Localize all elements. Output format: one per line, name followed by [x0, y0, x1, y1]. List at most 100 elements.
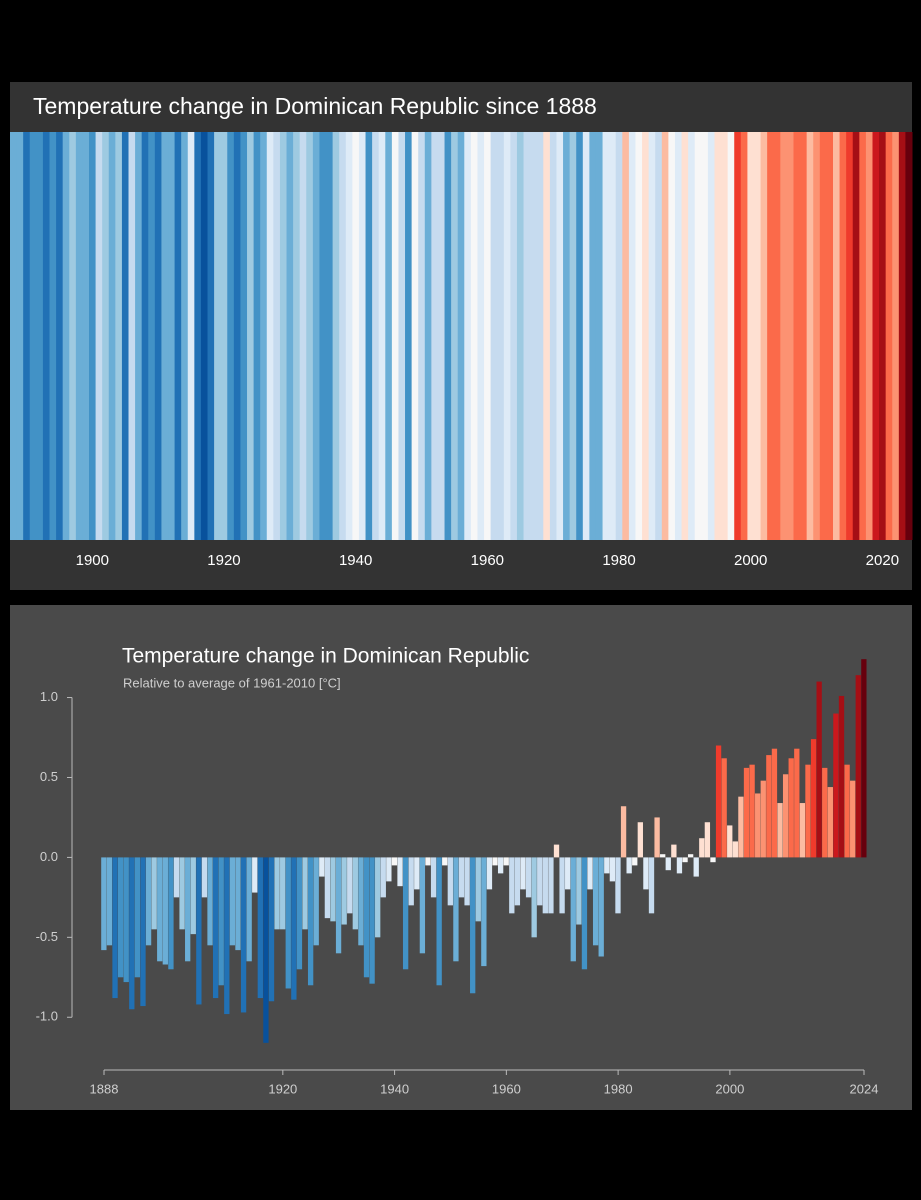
- stripe: [62, 132, 70, 540]
- stripe: [82, 132, 90, 540]
- bar: [196, 857, 202, 1005]
- bar: [827, 787, 833, 858]
- bar: [296, 857, 303, 970]
- bar: [643, 857, 649, 890]
- x-tick-label: 1920: [268, 1081, 297, 1096]
- stripe: [839, 132, 847, 540]
- stripe: [358, 132, 367, 540]
- stripe: [563, 132, 571, 540]
- bar: [492, 857, 498, 866]
- x-tick-label: 2000: [734, 552, 767, 569]
- bar: [347, 857, 353, 914]
- stripe: [832, 132, 841, 540]
- bar: [497, 857, 504, 874]
- bar: [436, 857, 442, 986]
- bar: [676, 857, 683, 874]
- stripe: [510, 132, 518, 540]
- stripe: [760, 132, 768, 540]
- bar: [755, 793, 761, 858]
- bar: [715, 745, 722, 858]
- bar: [185, 857, 191, 962]
- stripe: [115, 132, 123, 540]
- stripe: [148, 132, 156, 540]
- x-tick-label: 1980: [604, 1081, 633, 1096]
- stripe: [780, 132, 788, 540]
- stripe: [306, 132, 314, 540]
- bar: [414, 857, 420, 890]
- stripe: [576, 132, 584, 540]
- bar: [587, 857, 593, 890]
- stripe: [865, 132, 873, 540]
- stripe: [141, 132, 149, 540]
- bar: [464, 857, 470, 906]
- stripe: [595, 132, 604, 540]
- stripe: [220, 132, 228, 540]
- bar: [162, 857, 168, 965]
- bar: [201, 857, 208, 898]
- stripe: [29, 132, 37, 540]
- bar: [520, 857, 526, 890]
- stripe: [42, 132, 51, 540]
- stripe: [102, 132, 110, 540]
- stripe: [279, 132, 288, 540]
- stripe: [10, 132, 18, 540]
- stripe: [168, 132, 176, 540]
- bar: [430, 857, 437, 898]
- stripe: [312, 132, 320, 540]
- stripe: [773, 132, 781, 540]
- bar: [151, 857, 157, 930]
- bar: [660, 854, 666, 858]
- stripe: [253, 132, 261, 540]
- y-tick-label: 0.0: [40, 849, 58, 864]
- stripe: [872, 132, 880, 540]
- stripe: [556, 132, 564, 540]
- stripe: [721, 132, 729, 540]
- x-tick-label: 2020: [866, 552, 899, 569]
- bar: [285, 857, 291, 989]
- bar: [218, 857, 224, 986]
- bar: [531, 857, 537, 938]
- stripe: [411, 132, 419, 540]
- stripe: [635, 132, 643, 540]
- bar: [453, 857, 459, 962]
- bar: [648, 857, 655, 914]
- bar: [425, 857, 431, 866]
- stripe: [734, 132, 742, 540]
- stripe: [154, 132, 162, 540]
- stripe: [372, 132, 380, 540]
- bar: [235, 857, 241, 951]
- bar: [168, 857, 174, 970]
- bar: [274, 857, 280, 930]
- bar: [766, 755, 772, 858]
- stripe: [859, 132, 867, 540]
- stripe: [615, 132, 623, 540]
- bar: [319, 857, 325, 877]
- bar: [771, 748, 778, 858]
- stripe: [457, 132, 465, 540]
- stripe: [207, 132, 215, 540]
- bar: [687, 854, 694, 858]
- stripe: [549, 132, 557, 540]
- bar: [743, 767, 750, 858]
- bar: [732, 841, 738, 858]
- bar: [330, 857, 336, 922]
- bar: [179, 857, 185, 930]
- bar: [581, 857, 588, 970]
- bar: [503, 857, 509, 866]
- stripe: [879, 132, 887, 540]
- bar: [794, 748, 800, 858]
- bar: [537, 857, 543, 906]
- bar: [486, 857, 493, 890]
- stripe: [707, 132, 715, 540]
- x-tick-label: 1940: [339, 552, 372, 569]
- bar: [620, 806, 627, 858]
- stripe: [628, 132, 636, 540]
- bar: [805, 764, 811, 858]
- stripe: [793, 132, 801, 540]
- stripe: [609, 132, 617, 540]
- x-tick-label: 2024: [850, 1081, 879, 1096]
- chart-subtitle: Relative to average of 1961-2010 [°C]: [123, 675, 341, 690]
- stripe: [727, 132, 735, 540]
- stripe: [569, 132, 577, 540]
- bar: [671, 844, 677, 858]
